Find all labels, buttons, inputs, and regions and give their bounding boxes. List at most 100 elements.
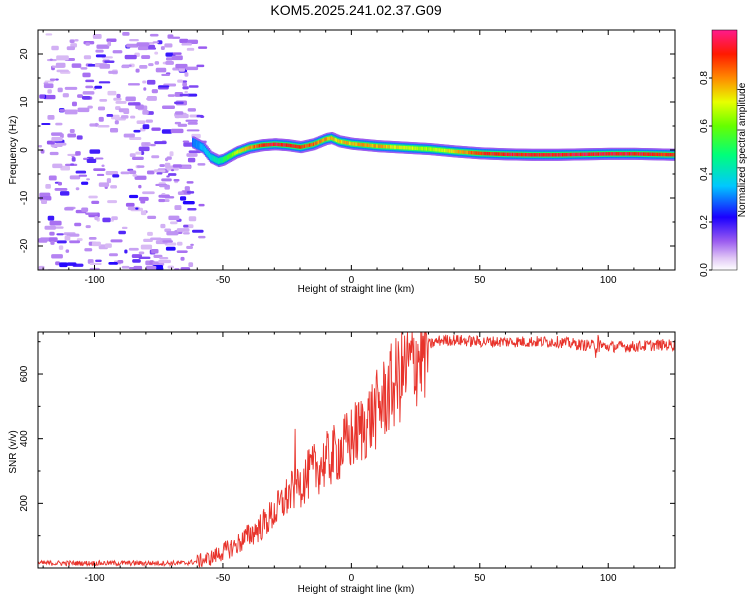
- heatmap-cell: [123, 133, 135, 138]
- heatmap-cell: [188, 262, 194, 267]
- heatmap-cell: [106, 178, 112, 184]
- heatmap-cell: [187, 207, 197, 211]
- heatmap-cell: [187, 93, 198, 97]
- heatmap-cell: [159, 257, 169, 260]
- heatmap-cell: [86, 158, 97, 163]
- heatmap-cell: [75, 187, 80, 191]
- heatmap-cell: [186, 47, 195, 51]
- heatmap-cell: [51, 136, 63, 142]
- y-tick-label: 600: [19, 365, 30, 382]
- spectrogram-x-axis-label: Height of straight line (km): [298, 284, 415, 295]
- y-tick-label: 400: [19, 430, 30, 447]
- heatmap-cell: [122, 32, 130, 36]
- spectrogram-x-ticks: -100 -50 0 50 100: [42, 30, 661, 286]
- heatmap-cell: [82, 91, 95, 95]
- figure-title: KOM5.2025.241.02.37.G09: [270, 2, 441, 18]
- heatmap-cell: [69, 240, 81, 244]
- snr-series-line: [38, 332, 675, 568]
- heatmap-cell: [115, 100, 127, 104]
- heatmap-cell: [95, 49, 104, 53]
- heatmap-cell: [64, 86, 78, 90]
- heatmap-cell: [85, 79, 95, 83]
- y-tick-label: 20: [19, 48, 30, 60]
- heatmap-cell: [151, 127, 161, 131]
- heatmap-cell: [77, 94, 83, 98]
- heatmap-cell: [154, 51, 159, 55]
- heatmap-cell: [186, 181, 194, 184]
- heatmap-cell: [161, 73, 171, 76]
- colorbar-tick-label: 0.2: [699, 215, 710, 229]
- heatmap-cell: [135, 207, 139, 210]
- heatmap-cell: [78, 174, 88, 177]
- heatmap-cell: [187, 121, 198, 125]
- heatmap-cell: [69, 39, 75, 43]
- heatmap-cell: [187, 108, 196, 112]
- heatmap-cell: [165, 57, 173, 61]
- heatmap-cell: [117, 260, 124, 264]
- y-tick-label: -10: [19, 190, 30, 205]
- heatmap-cell: [51, 254, 63, 259]
- heatmap-cell: [55, 122, 63, 126]
- heatmap-cell: [167, 173, 177, 176]
- heatmap-cell: [95, 157, 104, 160]
- heatmap-cell: [188, 216, 197, 222]
- heatmap-cells: [38, 32, 675, 270]
- heatmap-cell: [153, 169, 166, 173]
- heatmap-cell: [192, 229, 204, 233]
- heatmap-cell: [136, 120, 146, 125]
- heatmap-cell: [84, 248, 93, 252]
- heatmap-cell: [149, 33, 159, 37]
- heatmap-cell: [166, 175, 170, 178]
- heatmap-cell: [85, 212, 98, 215]
- heatmap-cell: [44, 80, 54, 83]
- heatmap-cell: [124, 54, 137, 60]
- heatmap-cell: [143, 87, 147, 91]
- snr-panel: -100 -50 0 50 100 200 400 600 Height of straig…: [8, 331, 676, 595]
- heatmap-cell: [186, 153, 198, 157]
- heatmap-cell: [156, 172, 163, 175]
- heatmap-cell: [44, 225, 56, 230]
- heatmap-cell: [41, 122, 51, 125]
- heatmap-cell: [39, 196, 52, 201]
- heatmap-cell: [50, 240, 55, 245]
- heatmap-cell: [160, 46, 165, 51]
- heatmap-cell: [112, 50, 123, 54]
- heatmap-cell: [138, 196, 149, 201]
- heatmap-cell: [196, 64, 205, 68]
- heatmap-cell: [161, 178, 172, 182]
- heatmap-cell: [129, 39, 139, 42]
- heatmap-cell: [85, 225, 91, 229]
- heatmap-cell: [152, 41, 159, 44]
- heatmap-cell: [64, 109, 78, 115]
- heatmap-cell: [47, 115, 55, 120]
- heatmap-cell: [128, 247, 139, 251]
- heatmap-cell: [169, 221, 178, 225]
- heatmap-cell: [66, 233, 80, 237]
- heatmap-cell: [151, 155, 160, 159]
- heatmap-cell: [91, 200, 100, 204]
- heatmap-cell: [188, 150, 202, 154]
- heatmap-cell: [158, 259, 171, 264]
- heatmap-cell: [179, 38, 189, 43]
- heatmap-cell: [190, 243, 194, 246]
- heatmap-cell: [135, 104, 144, 110]
- heatmap-cell: [132, 156, 144, 160]
- heatmap-cell: [182, 140, 190, 143]
- heatmap-cell: [121, 265, 130, 269]
- heatmap-cell: [183, 224, 189, 228]
- heatmap-cell: [49, 78, 56, 81]
- heatmap-cell: [182, 86, 189, 90]
- heatmap-cell: [156, 266, 164, 270]
- heatmap-cell: [180, 267, 191, 270]
- heatmap-cell: [98, 182, 110, 187]
- heatmap-cell: [99, 63, 111, 69]
- heatmap-cell: [38, 145, 43, 148]
- heatmap-cell: [69, 175, 81, 180]
- heatmap-cell: [66, 262, 77, 266]
- heatmap-cell: [99, 98, 108, 102]
- heatmap-cell: [164, 162, 171, 168]
- colorbar-label: Normalized spectral amplitude: [737, 82, 748, 217]
- heatmap-cell: [171, 55, 183, 61]
- heatmap-cell: [173, 178, 180, 182]
